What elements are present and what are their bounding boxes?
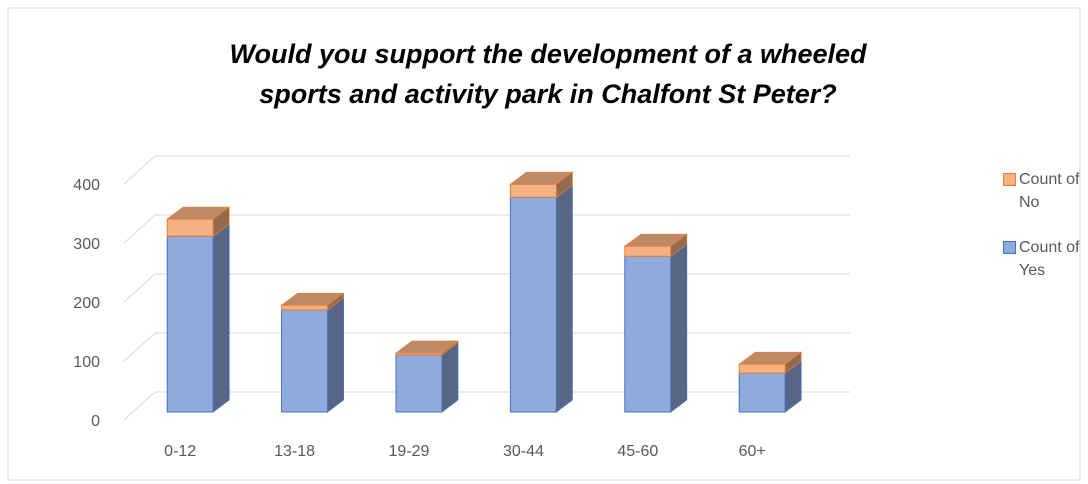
bar-segment [281, 304, 329, 311]
bar-segment [166, 235, 214, 413]
bar-segment [624, 255, 672, 413]
bar-segment [395, 354, 443, 413]
legend-label: Count of No [1019, 171, 1080, 211]
grid-line-side [123, 332, 156, 362]
bar-side [212, 223, 230, 413]
y-tick-label: 400 [73, 177, 100, 194]
y-tick-label: 100 [73, 354, 100, 371]
bar-side [556, 184, 573, 413]
bar-top [623, 233, 688, 247]
bar-side [670, 243, 688, 413]
x-tick-label: 0-12 [164, 443, 196, 460]
x-tick-label: 30-44 [503, 443, 544, 460]
x-tick-label: 13-18 [274, 443, 315, 460]
chart-title: Would you support the development of a w… [229, 39, 867, 69]
y-tick-label: 200 [73, 295, 100, 312]
bar-segment [509, 196, 557, 413]
bar-segment [281, 309, 329, 413]
bar-top [166, 206, 231, 220]
grid-line-side [123, 391, 156, 421]
bar-segment [624, 245, 672, 257]
bar-top [738, 351, 803, 365]
bar-side [327, 297, 344, 413]
bar-top [280, 292, 345, 306]
legend-label: Count of Yes [1019, 239, 1080, 279]
grid-line-side [123, 214, 156, 244]
bar-top [509, 171, 574, 185]
bar-segment [166, 218, 214, 237]
x-tick-label: 19-29 [389, 443, 430, 460]
bar-segment [738, 372, 786, 413]
chart-title: sports and activity park in Chalfont St … [259, 79, 837, 109]
grid-line-side [123, 155, 156, 185]
legend-swatch [1003, 241, 1016, 254]
x-tick-label: 60+ [739, 443, 766, 460]
legend-swatch [1003, 173, 1016, 186]
bar-segment [509, 183, 557, 198]
x-tick-label: 45-60 [617, 443, 658, 460]
y-tick-label: 0 [91, 413, 100, 430]
y-tick-label: 300 [73, 236, 100, 253]
bar-top [394, 340, 460, 354]
grid-line-side [123, 273, 156, 303]
bar-segment [738, 363, 786, 374]
